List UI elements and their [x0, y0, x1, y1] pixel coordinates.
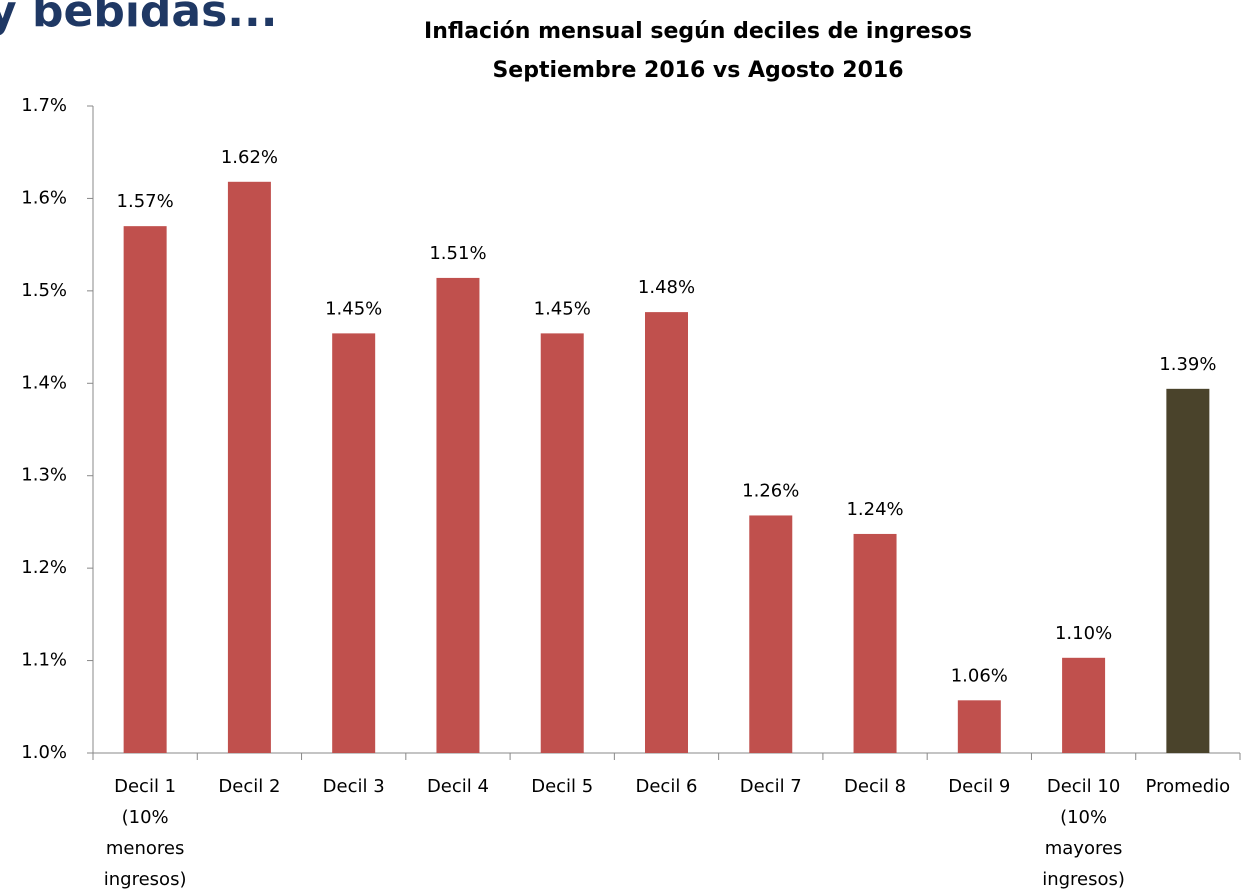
y-tick-label: 1.5%	[21, 280, 67, 301]
x-tick-label: Decil 4	[426, 776, 489, 797]
value-label: 1.26%	[742, 480, 799, 501]
bar	[436, 277, 480, 753]
x-tick-label: Decil 10 (10% mayores ingresos)	[1042, 776, 1125, 890]
bar	[123, 226, 167, 753]
y-tick-label: 1.6%	[21, 187, 67, 208]
x-tick-label: Decil 9	[948, 776, 1011, 797]
bar	[749, 515, 793, 753]
value-label: 1.24%	[846, 499, 903, 520]
value-label: 1.57%	[117, 191, 174, 212]
value-label: 1.51%	[429, 243, 486, 264]
value-label: 1.45%	[534, 298, 591, 319]
y-tick-label: 1.4%	[21, 372, 67, 393]
value-label: 1.10%	[1055, 623, 1112, 644]
x-tick-label: Decil 7	[739, 776, 802, 797]
header-fragment: y bebidas...	[0, 0, 277, 37]
bar	[1062, 657, 1106, 753]
bar	[957, 700, 1001, 753]
x-tick-label: Decil 3	[322, 776, 385, 797]
x-tick-label: Decil 2	[218, 776, 281, 797]
x-tick-label: Promedio	[1145, 776, 1231, 797]
x-tick-label: Decil 1 (10% menores ingresos)	[103, 776, 187, 890]
value-label: 1.48%	[638, 277, 695, 298]
value-label: 1.45%	[325, 298, 382, 319]
bar	[540, 333, 584, 753]
bar	[1166, 388, 1210, 753]
chart-subtitle: Septiembre 2016 vs Agosto 2016	[492, 58, 903, 83]
y-tick-label: 1.1%	[21, 650, 67, 671]
x-tick-label: Decil 8	[844, 776, 907, 797]
y-tick-label: 1.3%	[21, 465, 67, 486]
bar	[853, 533, 897, 753]
bar	[227, 181, 271, 753]
y-tick-label: 1.2%	[21, 557, 67, 578]
x-tick-label: Decil 5	[531, 776, 594, 797]
y-tick-label: 1.0%	[21, 742, 67, 763]
chart-title: Inflación mensual según deciles de ingre…	[424, 19, 972, 44]
y-tick-label: 1.7%	[21, 95, 67, 116]
value-label: 1.39%	[1159, 354, 1216, 375]
bar	[645, 312, 688, 753]
bar	[332, 333, 376, 753]
value-label: 1.62%	[221, 147, 278, 168]
value-label: 1.06%	[951, 665, 1008, 686]
x-tick-label: Decil 6	[635, 776, 698, 797]
